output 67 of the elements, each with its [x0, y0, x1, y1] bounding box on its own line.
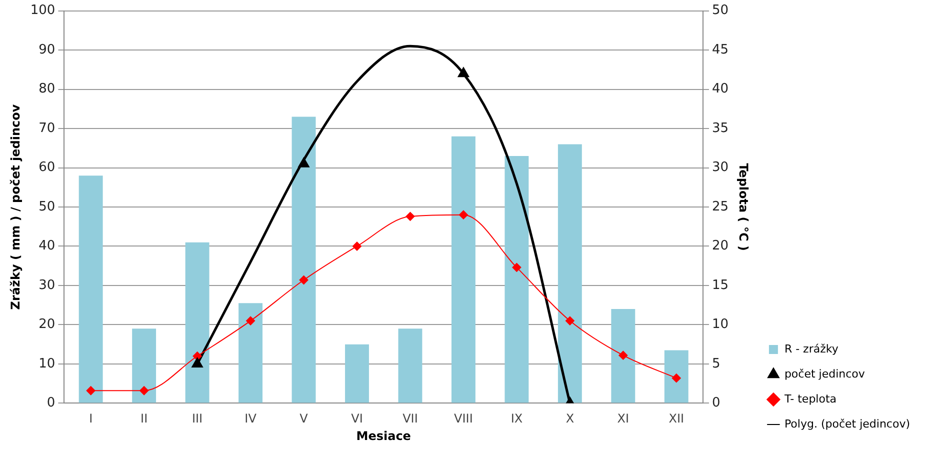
x-tick-label: XI	[617, 412, 630, 426]
legend-label: Polyg. (počet jedincov)	[784, 417, 910, 430]
bar	[185, 242, 210, 403]
y2-tick-label: 20	[712, 238, 729, 254]
y2-tick-label: 0	[712, 396, 720, 411]
point	[299, 275, 308, 284]
y-tick-label: 0	[46, 396, 56, 411]
point	[352, 242, 362, 251]
y-tick-label: 60	[38, 160, 56, 176]
x-tick-label: III	[192, 412, 203, 426]
x-tick-label: X	[566, 412, 574, 426]
bar	[132, 328, 156, 403]
bar	[238, 303, 263, 403]
bar	[611, 309, 636, 403]
x-tick-label: IX	[510, 412, 523, 426]
y-tick-label: 30	[38, 278, 56, 293]
bar	[398, 328, 422, 403]
x-tick-label: XII	[668, 412, 684, 426]
x-tick-label: VIII	[454, 412, 473, 426]
point	[86, 386, 96, 396]
point	[672, 374, 681, 383]
y-tick-label: 90	[38, 42, 56, 58]
y-tick-label: 20	[38, 317, 56, 332]
point	[140, 386, 149, 396]
point	[192, 357, 203, 368]
bar	[345, 344, 369, 403]
x-tick-label: VI	[351, 412, 363, 426]
y2-tick-label: 10	[712, 317, 729, 332]
y2-tick-label: 15	[712, 278, 729, 293]
legend-label: T- teplota	[783, 392, 837, 406]
point	[458, 67, 470, 78]
bar	[504, 156, 529, 403]
y2-tick-label: 25	[712, 199, 729, 214]
y2-tick-label: 5	[712, 356, 720, 372]
y-axis-title: Zrážky ( mm ) / počet jedincov	[8, 104, 22, 310]
legend-label: R - zrážky	[784, 342, 839, 356]
bar	[78, 176, 103, 403]
x-tick-label: I	[89, 412, 93, 426]
x-axis-title: Mesiace	[356, 428, 411, 443]
y2-axis-title: Teplota ( °C )	[736, 163, 751, 251]
bar	[664, 350, 688, 403]
y-tick-label: 70	[38, 120, 56, 136]
y2-tick-label: 30	[712, 160, 729, 176]
x-tick-label: II	[140, 412, 148, 426]
point	[512, 262, 522, 272]
point	[565, 316, 574, 326]
x-tick-label: V	[300, 412, 309, 426]
point	[406, 212, 415, 221]
bar	[292, 116, 316, 403]
y2-tick-label: 40	[712, 82, 729, 97]
point	[246, 316, 256, 326]
point	[458, 210, 468, 220]
point	[298, 157, 310, 168]
x-tick-label: VII	[402, 412, 418, 426]
y-tick-label: 80	[38, 82, 56, 97]
y2-tick-label: 35	[712, 120, 729, 136]
x-tick-label: IV	[244, 412, 258, 426]
y2-tick-label: 45	[712, 42, 729, 58]
y2-tick-label: 50	[712, 3, 729, 18]
y-tick-label: 100	[30, 3, 56, 18]
bar	[558, 144, 582, 403]
y-tick-label: 40	[38, 238, 56, 254]
point	[618, 350, 628, 360]
y-tick-label: 50	[38, 199, 56, 214]
y-tick-label: 10	[38, 356, 56, 372]
legend-label: počet jedincov	[784, 367, 866, 380]
bar	[451, 136, 476, 403]
